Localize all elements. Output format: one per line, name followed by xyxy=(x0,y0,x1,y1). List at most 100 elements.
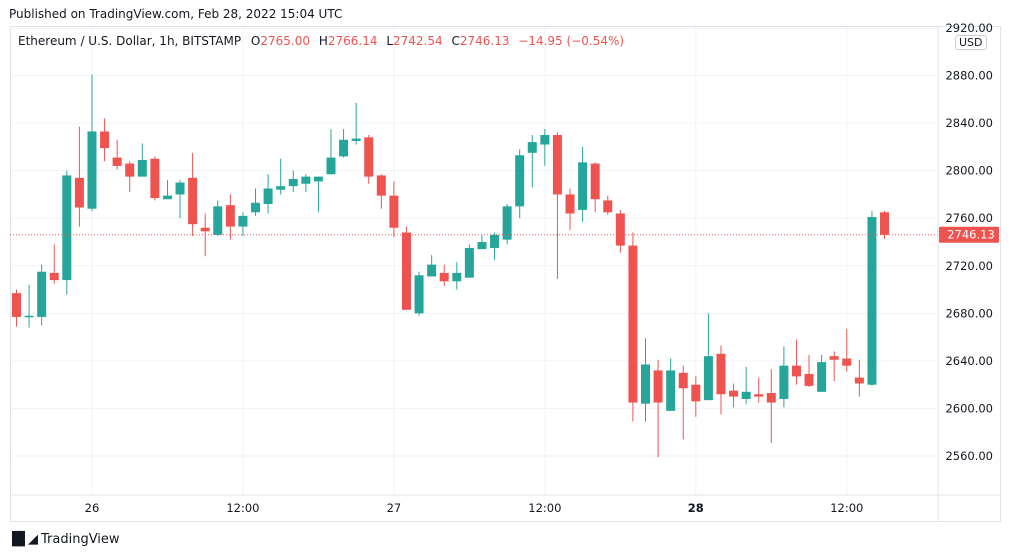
published-caption: Published on TradingView.com, Feb 28, 20… xyxy=(9,7,343,21)
candle-body xyxy=(351,138,361,141)
candle-down[interactable] xyxy=(729,383,739,408)
candle-up[interactable] xyxy=(351,102,361,145)
candle-up[interactable] xyxy=(251,188,261,216)
candle-up[interactable] xyxy=(741,366,751,404)
candle-body xyxy=(137,159,147,177)
candle-up[interactable] xyxy=(263,174,273,214)
low-label: L xyxy=(386,34,393,48)
candle-down[interactable] xyxy=(389,181,399,238)
candle-down[interactable] xyxy=(691,376,701,417)
candle-down[interactable] xyxy=(49,244,59,284)
candle-up[interactable] xyxy=(779,346,789,408)
candle-down[interactable] xyxy=(188,152,198,237)
candle-up[interactable] xyxy=(490,232,500,260)
candle-body xyxy=(817,362,827,392)
candle-down[interactable] xyxy=(401,226,411,310)
time-tick-label: 26 xyxy=(85,501,100,515)
candle-up[interactable] xyxy=(175,180,185,219)
candle-body xyxy=(703,356,713,401)
candle-body xyxy=(125,163,135,177)
candle-down[interactable] xyxy=(150,156,160,201)
candle-up[interactable] xyxy=(427,255,437,277)
open-label: O xyxy=(250,34,261,48)
candle-up[interactable] xyxy=(527,135,537,188)
candle-up[interactable] xyxy=(238,212,248,237)
candle-down[interactable] xyxy=(791,339,801,385)
candle-body xyxy=(175,182,185,195)
candle-body xyxy=(112,157,122,166)
candle-up[interactable] xyxy=(162,180,172,200)
candle-up[interactable] xyxy=(276,158,286,195)
candle-down[interactable] xyxy=(829,351,839,382)
candle-down[interactable] xyxy=(716,345,726,415)
candle-down[interactable] xyxy=(766,369,776,443)
candle-down[interactable] xyxy=(565,188,575,231)
candle-up[interactable] xyxy=(414,271,424,316)
candle-down[interactable] xyxy=(12,289,21,327)
candle-body xyxy=(716,353,726,395)
candle-body xyxy=(49,272,59,281)
candle-up[interactable] xyxy=(540,129,550,166)
candle-up[interactable] xyxy=(817,354,827,392)
candle-up[interactable] xyxy=(326,129,336,175)
candle-body xyxy=(603,200,613,213)
candle-body xyxy=(87,131,97,209)
candle-down[interactable] xyxy=(439,264,449,287)
candle-up[interactable] xyxy=(24,284,34,328)
candle-down[interactable] xyxy=(603,195,613,215)
candle-up[interactable] xyxy=(137,143,147,177)
candle-up[interactable] xyxy=(464,244,474,278)
currency-badge[interactable]: USD xyxy=(955,35,987,50)
candle-body xyxy=(313,176,323,182)
candle-down[interactable] xyxy=(615,209,625,253)
candle-up[interactable] xyxy=(452,262,462,290)
candle-down[interactable] xyxy=(225,194,235,240)
candle-up[interactable] xyxy=(62,170,72,295)
candle-body xyxy=(729,390,739,397)
price-tick-label: 2760.00 xyxy=(945,211,993,225)
candle-down[interactable] xyxy=(842,328,852,372)
candle-up[interactable] xyxy=(213,200,223,237)
candle-body xyxy=(238,215,248,227)
candle-up[interactable] xyxy=(502,203,512,245)
candle-up[interactable] xyxy=(666,358,676,411)
candle-up[interactable] xyxy=(313,176,323,213)
candle-down[interactable] xyxy=(100,118,110,162)
candle-up[interactable] xyxy=(339,129,349,158)
candle-up[interactable] xyxy=(515,149,525,219)
candle-down[interactable] xyxy=(590,162,600,213)
candle-body xyxy=(339,139,349,157)
candle-body xyxy=(628,245,638,403)
candle-down[interactable] xyxy=(678,365,688,440)
footer-branding[interactable]: █▌◢ TradingView xyxy=(12,532,120,547)
candle-up[interactable] xyxy=(477,234,487,250)
candle-up[interactable] xyxy=(301,174,311,193)
candle-body xyxy=(477,242,487,250)
candle-up[interactable] xyxy=(87,74,97,212)
candle-down[interactable] xyxy=(754,377,764,403)
candle-down[interactable] xyxy=(653,359,663,458)
candle-down[interactable] xyxy=(880,210,890,239)
candle-up[interactable] xyxy=(578,146,588,222)
candle-down[interactable] xyxy=(125,161,135,193)
candle-up[interactable] xyxy=(37,264,47,326)
time-tick-label: 27 xyxy=(387,501,402,515)
candle-down[interactable] xyxy=(74,126,84,227)
candle-down[interactable] xyxy=(364,135,374,184)
candle-up[interactable] xyxy=(288,170,298,193)
candle-down[interactable] xyxy=(552,132,562,279)
candle-down[interactable] xyxy=(854,359,864,397)
candle-body xyxy=(540,135,550,145)
candle-up[interactable] xyxy=(867,211,877,386)
candle-down[interactable] xyxy=(112,139,122,170)
candle-body xyxy=(867,217,877,385)
symbol-title: Ethereum / U.S. Dollar, 1h, BITSTAMP xyxy=(18,34,242,48)
candle-up[interactable] xyxy=(703,313,713,401)
candle-down[interactable] xyxy=(628,232,638,422)
candle-down[interactable] xyxy=(804,354,814,388)
candle-up[interactable] xyxy=(641,338,650,422)
candle-down[interactable] xyxy=(376,174,386,209)
low-value: 2742.54 xyxy=(393,34,443,48)
time-tick-label: 12:00 xyxy=(830,501,863,515)
